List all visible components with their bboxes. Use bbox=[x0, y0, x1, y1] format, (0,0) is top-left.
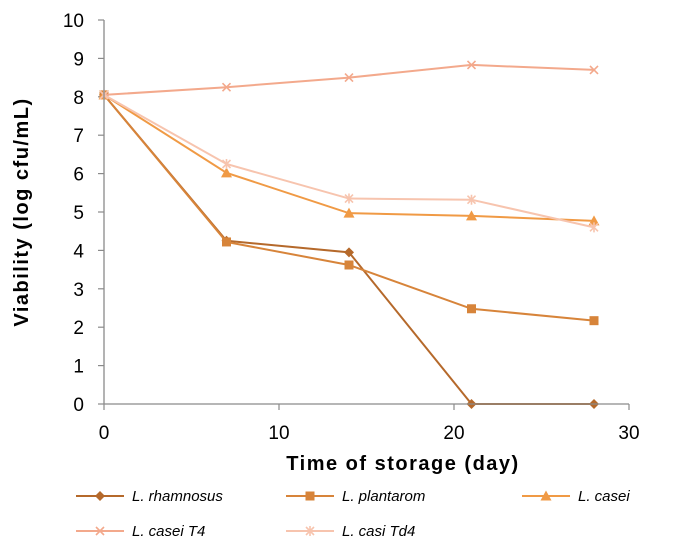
legend-label: L. rhamnosus bbox=[132, 488, 223, 505]
axes bbox=[103, 20, 629, 405]
data-point bbox=[221, 159, 232, 169]
legend-label: L. casi Td4 bbox=[342, 523, 415, 540]
legend-label: L. casei bbox=[578, 488, 630, 505]
legend-label: L. plantarom bbox=[342, 488, 425, 505]
y-axis-ticks: 0 1 2 3 4 5 6 7 8 9 10 bbox=[63, 11, 104, 416]
y-tick-label: 6 bbox=[73, 165, 84, 186]
series-4 bbox=[99, 60, 599, 100]
legend-marker bbox=[95, 491, 105, 501]
data-point bbox=[589, 316, 599, 326]
x-tick-label: 0 bbox=[99, 423, 110, 444]
legend-item: L. casei bbox=[522, 488, 630, 505]
data-point bbox=[222, 237, 231, 247]
x-axis-title: Time of storage (day) bbox=[286, 453, 519, 475]
data-point bbox=[344, 260, 354, 270]
x-tick-label: 10 bbox=[268, 423, 289, 444]
data-point bbox=[466, 210, 477, 221]
data-point bbox=[221, 82, 232, 92]
data-point bbox=[589, 222, 599, 233]
y-axis-title: Viability (log cfu/mL) bbox=[11, 97, 33, 326]
y-tick-label: 9 bbox=[73, 49, 84, 70]
series-3 bbox=[98, 89, 600, 226]
y-tick-label: 10 bbox=[63, 11, 84, 32]
legend-marker bbox=[95, 526, 105, 536]
legend-item: L. casei T4 bbox=[76, 523, 205, 540]
series-layer bbox=[98, 60, 600, 409]
x-tick-label: 20 bbox=[443, 423, 464, 444]
y-tick-label: 5 bbox=[73, 203, 84, 224]
data-point bbox=[344, 193, 354, 204]
legend-item: L. plantarom bbox=[286, 488, 425, 505]
legend: L. rhamnosus L. plantarom L. casei L. casei… bbox=[76, 488, 630, 540]
y-tick-label: 8 bbox=[73, 88, 84, 109]
y-tick-label: 4 bbox=[73, 241, 84, 262]
series-1 bbox=[99, 89, 599, 409]
legend-label: L. casei T4 bbox=[132, 523, 205, 540]
x-tick-label: 30 bbox=[618, 423, 639, 444]
y-tick-label: 7 bbox=[73, 126, 84, 147]
legend-marker bbox=[305, 526, 315, 536]
data-point bbox=[467, 304, 476, 314]
y-tick-label: 3 bbox=[73, 280, 84, 301]
legend-item: L. rhamnosus bbox=[76, 488, 223, 505]
data-point bbox=[344, 247, 354, 258]
data-point bbox=[343, 207, 355, 218]
y-tick-label: 1 bbox=[73, 357, 84, 378]
data-point bbox=[344, 73, 354, 83]
series-line bbox=[103, 63, 595, 96]
series-line bbox=[103, 94, 595, 229]
data-point bbox=[588, 215, 600, 226]
data-point bbox=[221, 167, 232, 178]
data-point bbox=[466, 194, 477, 205]
legend-item: L. casi Td4 bbox=[286, 523, 415, 540]
data-point bbox=[466, 60, 477, 70]
data-point bbox=[589, 65, 599, 75]
legend-marker bbox=[305, 491, 315, 501]
y-tick-label: 2 bbox=[73, 318, 84, 339]
y-tick-label: 0 bbox=[73, 395, 84, 416]
legend-marker bbox=[540, 490, 552, 501]
x-axis-ticks: 0 10 20 30 bbox=[99, 404, 640, 444]
